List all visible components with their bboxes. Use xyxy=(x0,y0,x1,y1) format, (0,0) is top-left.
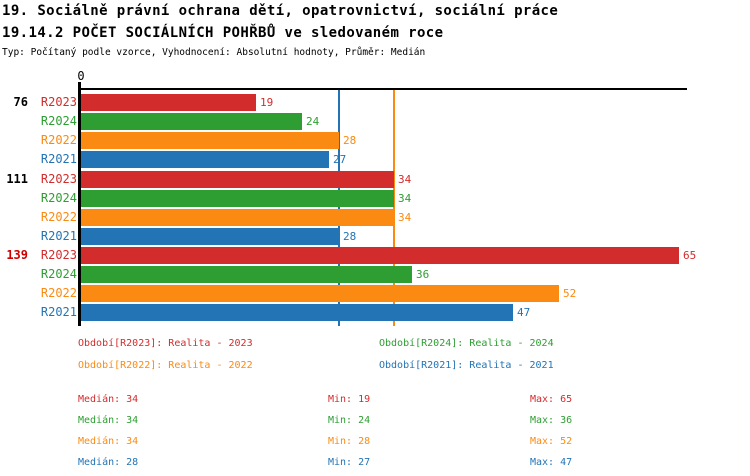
axis-origin-label: 0 xyxy=(77,69,85,83)
bar-r2021 xyxy=(81,228,339,245)
bar-row-label-r2021: R2021 xyxy=(40,229,77,243)
x-axis-line xyxy=(78,88,687,90)
bar-value-label: 52 xyxy=(563,287,577,300)
legend-item-r2023: Období[R2023]: Realita - 2023 xyxy=(78,338,253,349)
legend-item-r2024: Období[R2024]: Realita - 2024 xyxy=(379,338,554,349)
stat-median-r2022: Medián: 34 xyxy=(78,436,139,447)
bar-value-label: 28 xyxy=(343,230,357,243)
bar-r2024 xyxy=(81,113,302,130)
legend-item-r2022: Období[R2022]: Realita - 2022 xyxy=(78,360,253,371)
median-reference-line-r2021 xyxy=(337,90,340,326)
report-title-line1: 19. Sociálně právní ochrana dětí, opatro… xyxy=(2,3,559,19)
bar-r2022 xyxy=(81,209,394,226)
bar-value-label: 34 xyxy=(398,173,412,186)
bar-row-label-r2022: R2022 xyxy=(40,286,77,300)
stat-median-r2021: Medián: 28 xyxy=(78,457,139,468)
bar-r2023 xyxy=(81,94,256,111)
stat-max-r2022: Max: 52 xyxy=(530,436,573,447)
bar-r2022 xyxy=(81,285,559,302)
bar-row-label-r2023: R2023 xyxy=(40,248,77,262)
bar-value-label: 65 xyxy=(683,249,697,262)
bar-row-label-r2024: R2024 xyxy=(40,114,77,128)
group-label: 111 xyxy=(6,171,28,186)
bar-value-label: 28 xyxy=(343,134,357,147)
stat-max-r2021: Max: 47 xyxy=(530,457,573,468)
bar-r2023 xyxy=(81,247,679,264)
bar-value-label: 34 xyxy=(398,211,412,224)
bar-value-label: 34 xyxy=(398,192,412,205)
stat-min-r2024: Min: 24 xyxy=(328,415,371,426)
bar-value-label: 27 xyxy=(333,153,347,166)
bar-value-label: 36 xyxy=(416,268,430,281)
bar-r2021 xyxy=(81,151,329,168)
stat-max-r2024: Max: 36 xyxy=(530,415,573,426)
median-reference-line-r2022 xyxy=(392,90,395,326)
bar-row-label-r2023: R2023 xyxy=(40,172,77,186)
bar-r2024 xyxy=(81,190,394,207)
bar-row-label-r2022: R2022 xyxy=(40,133,77,147)
bar-row-label-r2024: R2024 xyxy=(40,191,77,205)
stat-min-r2022: Min: 28 xyxy=(328,436,371,447)
bar-value-label: 24 xyxy=(306,115,320,128)
stat-median-r2024: Medián: 34 xyxy=(78,415,139,426)
bar-r2023 xyxy=(81,171,394,188)
bar-value-label: 19 xyxy=(260,96,274,109)
bar-r2024 xyxy=(81,266,412,283)
bar-row-label-r2024: R2024 xyxy=(40,267,77,281)
group-label: 76 xyxy=(13,95,28,109)
bar-value-label: 47 xyxy=(517,306,531,319)
stat-min-r2023: Min: 19 xyxy=(328,394,371,405)
stat-min-r2021: Min: 27 xyxy=(328,457,371,468)
bar-row-label-r2022: R2022 xyxy=(40,210,77,224)
legend-item-r2021: Období[R2021]: Realita - 2021 xyxy=(379,360,554,371)
bar-row-label-r2021: R2021 xyxy=(40,152,77,166)
stat-max-r2023: Max: 65 xyxy=(530,394,573,405)
report-subtitle: Typ: Počítaný podle vzorce, Vyhodnocení:… xyxy=(2,47,426,58)
bar-r2022 xyxy=(81,132,339,149)
bar-row-label-r2021: R2021 xyxy=(40,305,77,319)
group-label: 139 xyxy=(6,248,28,262)
report-title-line2: 19.14.2 POČET SOCIÁLNÍCH POHŘBŮ ve sledo… xyxy=(2,25,444,41)
bar-r2021 xyxy=(81,304,513,321)
stat-median-r2023: Medián: 34 xyxy=(78,394,139,405)
bar-row-label-r2023: R2023 xyxy=(40,95,77,109)
y-axis-line xyxy=(78,82,81,326)
